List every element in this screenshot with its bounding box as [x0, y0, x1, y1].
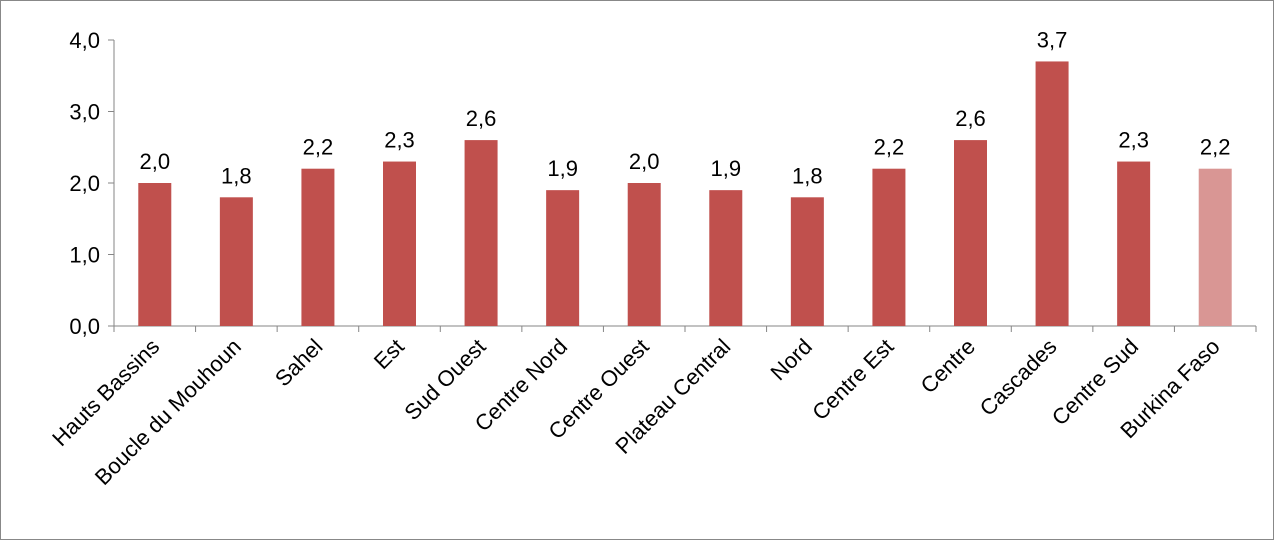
- data-label: 2,2: [874, 135, 905, 160]
- data-label: 3,7: [1037, 27, 1068, 52]
- bar: [301, 168, 335, 326]
- y-tick-label: 0,0: [69, 314, 100, 339]
- data-label: 1,9: [710, 156, 741, 181]
- bar: [954, 140, 987, 326]
- y-axis: 0,0 1,0 2,0 3,0 4,0: [69, 28, 115, 339]
- bar: [546, 190, 580, 326]
- data-labels: 2,0 1,8 2,2 2,3 2,6 1,9 2,0 1,9 1,8 2,2 2,6 3,7 2,3 2…: [139, 27, 1230, 188]
- data-label: 1,9: [547, 156, 578, 181]
- bar: [627, 183, 661, 326]
- y-tick-label: 2,0: [69, 171, 100, 196]
- bar: [1117, 161, 1151, 326]
- data-label: 2,2: [1200, 135, 1231, 160]
- data-label: 1,8: [221, 163, 252, 188]
- bar: [1035, 61, 1069, 326]
- bar: [464, 140, 498, 326]
- bar: [138, 183, 172, 326]
- data-label: 2,6: [955, 106, 986, 131]
- bar: [790, 197, 824, 326]
- data-label: 2,3: [384, 128, 415, 153]
- bar: [709, 190, 743, 326]
- data-label: 2,6: [466, 106, 497, 131]
- y-tick-label: 1,0: [69, 243, 100, 268]
- data-label: 2,3: [1118, 128, 1149, 153]
- data-label: 2,2: [303, 135, 334, 160]
- bars: [138, 61, 1232, 326]
- bar: [1198, 168, 1232, 326]
- y-tick-label: 4,0: [69, 28, 100, 53]
- data-label: 1,8: [792, 163, 823, 188]
- bar: [219, 197, 253, 326]
- bar: [872, 168, 906, 326]
- data-label: 2,0: [139, 149, 170, 174]
- bar: [383, 161, 416, 326]
- y-tick-label: 3,0: [69, 100, 100, 125]
- data-label: 2,0: [629, 149, 660, 174]
